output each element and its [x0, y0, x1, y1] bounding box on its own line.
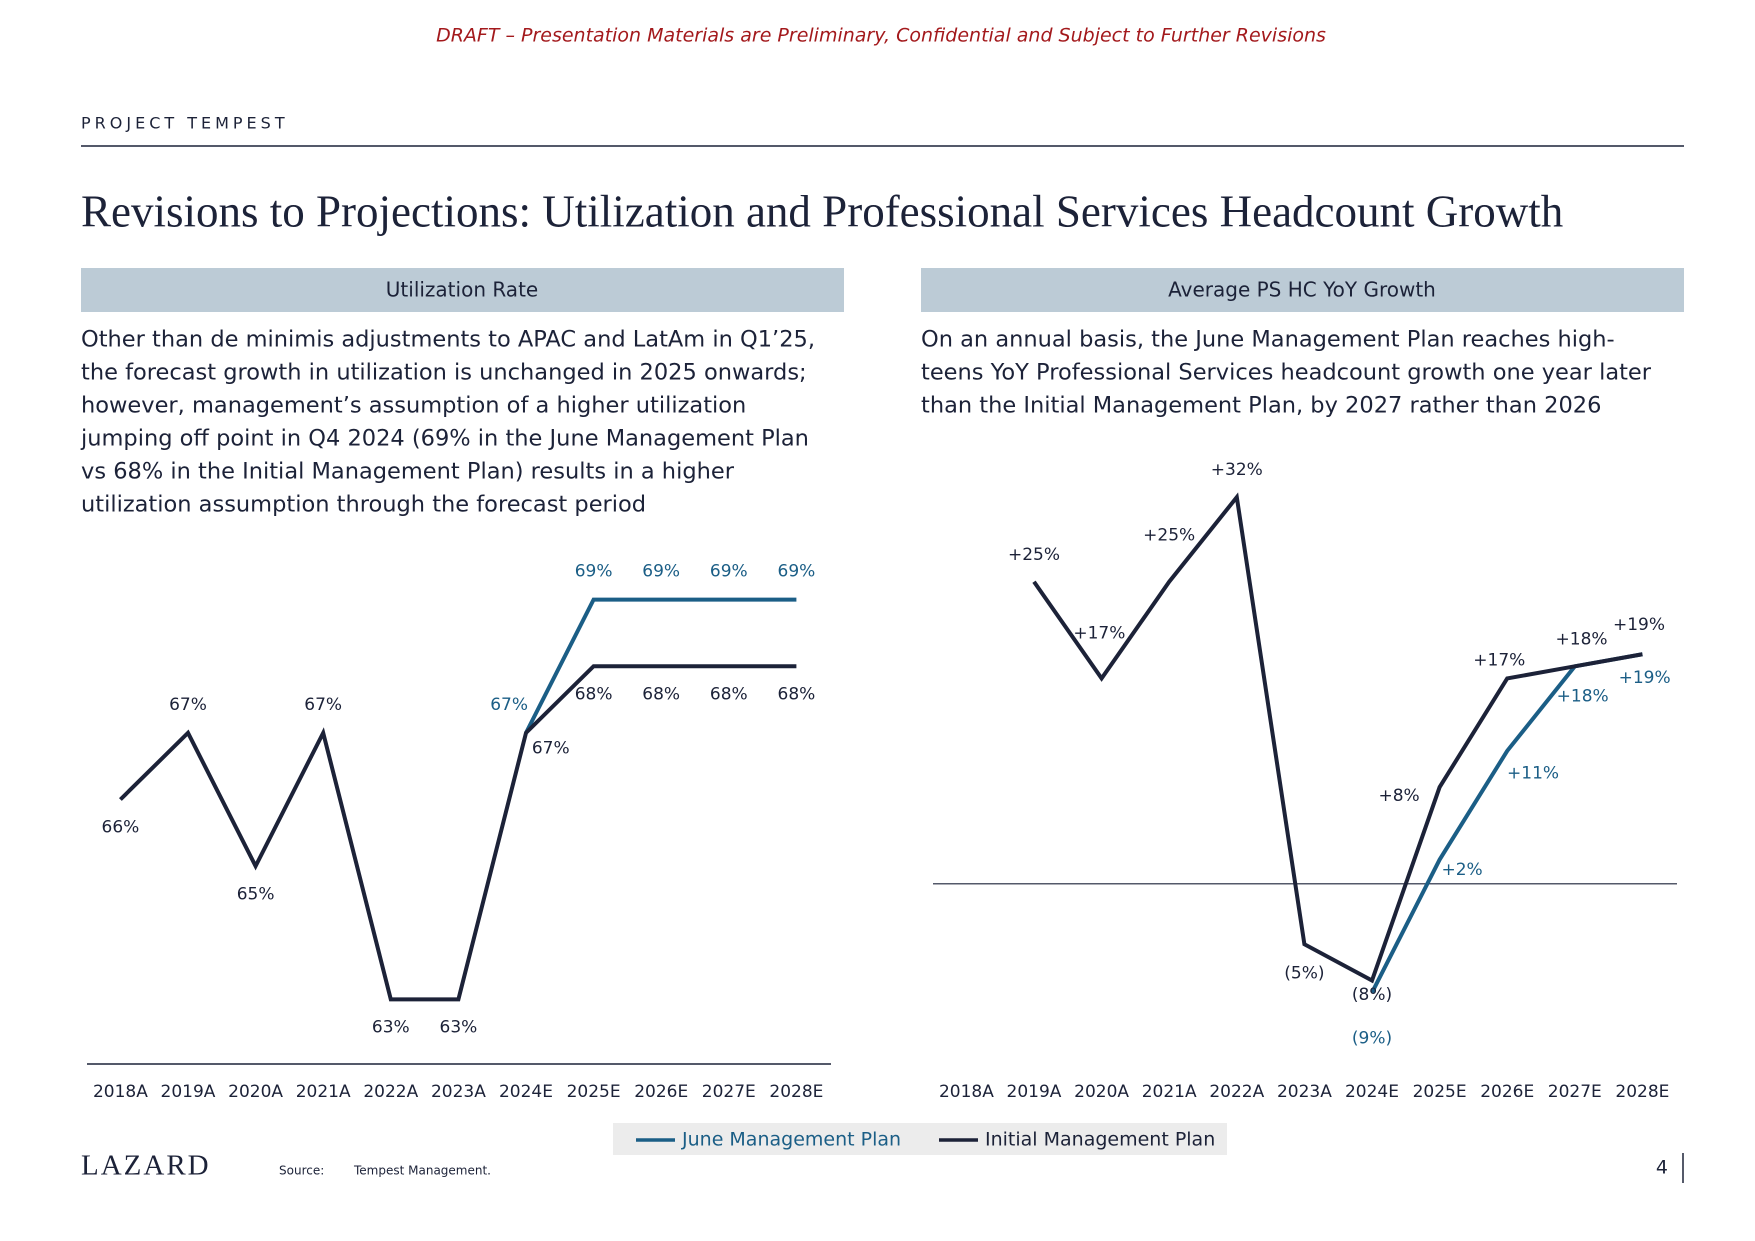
data-label: 63%	[372, 1018, 410, 1038]
data-label: 67%	[304, 695, 342, 715]
data-label: 69%	[575, 562, 613, 582]
data-label: 66%	[102, 818, 140, 838]
data-label: 67%	[532, 739, 570, 759]
x-tick-label: 2027E	[1548, 1082, 1602, 1102]
data-label: +17%	[1473, 650, 1525, 670]
x-tick-label: 2018A	[93, 1082, 148, 1102]
panel-text: Other than de minimis adjustments to APA…	[81, 327, 815, 353]
x-tick-label: 2022A	[363, 1082, 418, 1102]
x-tick-label: 2019A	[1007, 1082, 1062, 1102]
data-label: 69%	[778, 562, 816, 582]
panel-text: teens YoY Professional Services headcoun…	[921, 360, 1652, 386]
data-label: 68%	[642, 684, 680, 704]
draft-banner: DRAFT – Presentation Materials are Preli…	[436, 25, 1326, 47]
x-tick-label: 2021A	[296, 1082, 351, 1102]
x-tick-label: 2024E	[1345, 1082, 1399, 1102]
data-label: 67%	[490, 695, 528, 715]
page-number: 4	[1656, 1157, 1668, 1179]
panel-header	[81, 268, 844, 312]
x-tick-label: 2028E	[1615, 1082, 1669, 1102]
source: Tempest Management.	[353, 1164, 491, 1178]
x-tick-label: 2028E	[769, 1082, 823, 1102]
legend-box	[613, 1123, 1227, 1155]
series-line	[524, 597, 797, 734]
panel-text: vs 68% in the Initial Management Plan) r…	[81, 459, 735, 485]
slide-title: Revisions to Projections: Utilization an…	[81, 186, 1563, 236]
x-tick-label: 2020A	[1074, 1082, 1129, 1102]
data-label: +11%	[1507, 763, 1559, 783]
x-tick-label: 2019A	[161, 1082, 216, 1102]
panel-text: the forecast growth in utilization is un…	[81, 360, 807, 386]
panel-text: jumping off point in Q4 2024 (69% in the…	[80, 426, 809, 452]
x-tick-label: 2025E	[567, 1082, 621, 1102]
data-label: +19%	[1613, 615, 1665, 635]
panel-text: than the Initial Management Plan, by 202…	[921, 393, 1601, 419]
data-label: (9%)	[1352, 1029, 1392, 1049]
data-label: 67%	[169, 695, 207, 715]
source-label: Source:	[279, 1164, 324, 1178]
data-label: (5%)	[1284, 964, 1324, 984]
panel-text: On an annual basis, the June Management …	[921, 327, 1615, 353]
data-label: +25%	[1008, 545, 1060, 565]
x-tick-label: 2023A	[431, 1082, 486, 1102]
series-line	[118, 664, 797, 1002]
data-label: 69%	[642, 562, 680, 582]
logo: LAZARD	[81, 1150, 211, 1182]
data-label: +32%	[1211, 460, 1263, 480]
x-tick-label: 2024E	[499, 1082, 553, 1102]
data-label: +2%	[1441, 860, 1482, 880]
panel-title: Utilization Rate	[386, 278, 538, 302]
panel-text: however, management’s assumption of a hi…	[81, 393, 746, 419]
x-tick-label: 2025E	[1413, 1082, 1467, 1102]
x-tick-label: 2018A	[939, 1082, 994, 1102]
data-label: 68%	[710, 684, 748, 704]
data-label: 68%	[575, 684, 613, 704]
legend-label: Initial Management Plan	[985, 1129, 1215, 1151]
panel-title: Average PS HC YoY Growth	[1168, 278, 1436, 302]
data-label: +25%	[1143, 526, 1195, 546]
data-label: +17%	[1073, 623, 1125, 643]
panel-text: utilization assumption through the forec…	[81, 492, 646, 518]
x-tick-label: 2023A	[1277, 1082, 1332, 1102]
x-tick-label: 2022A	[1209, 1082, 1264, 1102]
data-label: +19%	[1619, 668, 1671, 688]
data-label: 69%	[710, 562, 748, 582]
x-tick-label: 2026E	[1480, 1082, 1534, 1102]
data-label: 68%	[778, 684, 816, 704]
data-label: 65%	[237, 884, 275, 904]
project-name: PROJECT TEMPEST	[81, 114, 289, 133]
x-tick-label: 2027E	[702, 1082, 756, 1102]
x-tick-label: 2026E	[634, 1082, 688, 1102]
data-label: +18%	[1557, 687, 1609, 707]
data-label: (8%)	[1352, 985, 1392, 1005]
series-line	[1032, 492, 1643, 984]
legend-label: June Management Plan	[681, 1129, 901, 1151]
panel-header	[921, 268, 1684, 312]
data-label: +8%	[1378, 786, 1419, 806]
x-tick-label: 2021A	[1142, 1082, 1197, 1102]
x-tick-label: 2020A	[228, 1082, 283, 1102]
data-label: 63%	[440, 1018, 478, 1038]
data-label: +18%	[1556, 629, 1608, 649]
